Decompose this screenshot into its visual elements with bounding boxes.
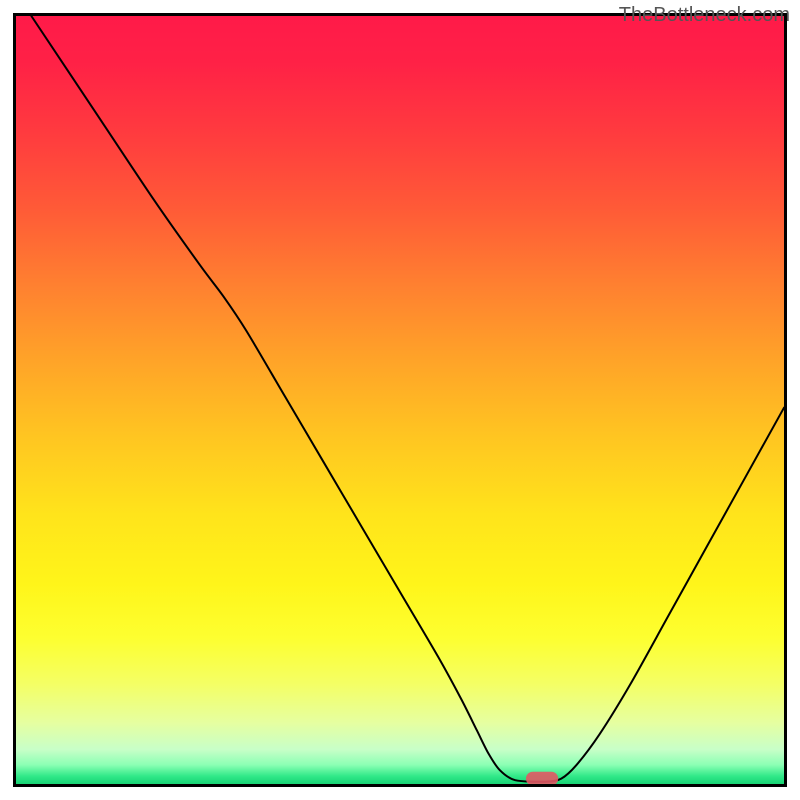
chart-container: TheBottleneck.com xyxy=(0,0,800,800)
watermark-text: TheBottleneck.com xyxy=(619,4,790,27)
heat-gradient xyxy=(16,16,784,784)
bottleneck-chart xyxy=(0,0,800,800)
optimal-marker xyxy=(526,772,558,786)
